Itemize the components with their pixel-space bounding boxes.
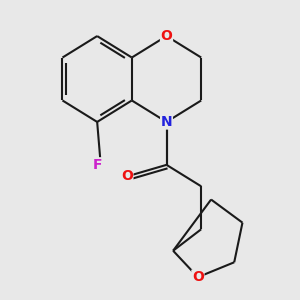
Text: F: F xyxy=(92,158,102,172)
Text: O: O xyxy=(160,29,172,43)
Text: N: N xyxy=(161,115,172,129)
Text: O: O xyxy=(121,169,133,183)
Text: O: O xyxy=(192,270,204,284)
